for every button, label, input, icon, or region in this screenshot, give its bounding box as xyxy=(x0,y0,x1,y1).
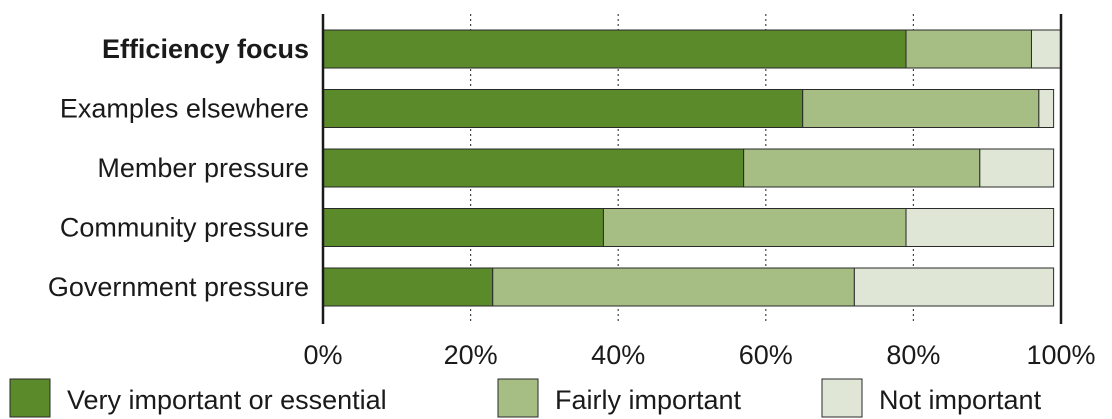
bar-4-series-1 xyxy=(322,208,604,247)
x-tick-labels: 0% 20% 40% 60% 80% 100% xyxy=(303,340,1095,370)
category-label: Member pressure xyxy=(97,153,309,183)
x-tick-label: 40% xyxy=(591,340,645,370)
x-tick-label: 20% xyxy=(444,340,498,370)
bar-3-series-1 xyxy=(322,148,745,188)
bar-5-series-1 xyxy=(322,267,494,307)
legend-label: Fairly important xyxy=(555,385,742,415)
bar-5-series-2 xyxy=(492,267,855,307)
category-label: Community pressure xyxy=(60,213,309,243)
legend-swatch xyxy=(9,378,51,418)
bar-3-series-3 xyxy=(979,148,1055,188)
legend: Very important or essential Fairly import… xyxy=(9,378,1042,418)
bar-1-series-1 xyxy=(322,29,907,69)
legend-label: Very important or essential xyxy=(67,385,387,415)
bar-1-series-3 xyxy=(1030,29,1062,69)
axes xyxy=(321,14,1063,324)
bar-3-series-2 xyxy=(743,148,981,188)
bar-4-series-3 xyxy=(905,208,1055,247)
bar-5-series-3 xyxy=(853,267,1055,307)
bar-2-series-2 xyxy=(802,89,1040,128)
category-labels: Efficiency focus Examples elsewhere Member… xyxy=(48,34,309,302)
x-tick-label: 100% xyxy=(1026,340,1095,370)
legend-swatch xyxy=(497,378,539,418)
x-tick-label: 60% xyxy=(739,340,793,370)
x-tick-label: 0% xyxy=(303,340,342,370)
x-tick-label: 80% xyxy=(886,340,940,370)
bar-4-series-2 xyxy=(602,208,907,247)
bar-2-series-1 xyxy=(322,89,804,128)
category-label: Government pressure xyxy=(48,272,309,302)
legend-swatch xyxy=(821,378,863,418)
bar-2-series-3 xyxy=(1038,89,1055,128)
bars xyxy=(322,29,1062,307)
legend-label: Not important xyxy=(879,385,1042,415)
category-label: Examples elsewhere xyxy=(60,94,309,124)
category-label: Efficiency focus xyxy=(102,34,309,64)
bar-1-series-2 xyxy=(905,29,1032,69)
